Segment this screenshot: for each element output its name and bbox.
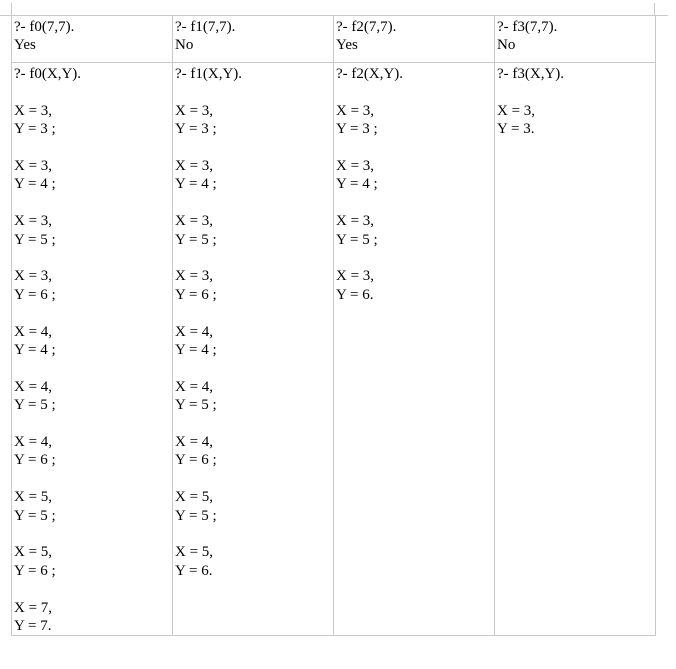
answer-x: X = 3, xyxy=(336,102,375,119)
ground-query-row: ?- f0(7,7). Yes ?- f1(7,7). No ?- f2(7,7… xyxy=(11,15,656,63)
answer-y: Y = 6 ; xyxy=(175,452,217,469)
blank-line xyxy=(175,304,331,322)
answer-x: X = 3, xyxy=(336,158,375,174)
blank-line xyxy=(14,304,170,322)
blank-line xyxy=(14,83,170,101)
blank-line xyxy=(175,139,331,157)
query-text: ?- f2(X,Y). xyxy=(336,66,404,82)
answer-x: X = 3, xyxy=(14,102,53,119)
answer-y: Y = 6 ; xyxy=(14,452,56,469)
answer-y: Y = 5 ; xyxy=(14,397,56,414)
table-cell[interactable]: ?- f3(7,7). No xyxy=(494,15,656,63)
answer-y: Y = 4 ; xyxy=(14,342,56,359)
query-text: ?- f0(7,7). xyxy=(14,19,75,35)
answer-y: Y = 5 ; xyxy=(14,507,56,524)
blank-line xyxy=(497,83,653,101)
answer-y: Y = 4 ; xyxy=(336,176,378,193)
table-cell[interactable]: ?- f3(X,Y). X = 3, Y = 3. xyxy=(494,61,656,637)
answer-x: X = 5, xyxy=(14,489,53,506)
answer-y: Y = 5 ; xyxy=(14,231,56,248)
answer-x: X = 3, xyxy=(336,268,375,285)
answer-y: Y = 3 ; xyxy=(175,121,217,138)
blank-line xyxy=(175,415,331,433)
answer-x: X = 3, xyxy=(14,268,53,285)
answer-y: Y = 4 ; xyxy=(175,342,217,359)
answer-x: X = 4, xyxy=(175,434,214,451)
answer-x: X = 4, xyxy=(175,378,214,395)
query-text: ?- f0(X,Y). xyxy=(14,66,82,82)
answer-x: X = 4, xyxy=(175,323,214,340)
table-cell[interactable]: ?- f1(X,Y). X = 3, Y = 3 ; X = 3, Y = 4 ; X =… xyxy=(172,61,334,637)
query-text: ?- f3(7,7). xyxy=(497,19,558,35)
answer-y: Y = 6. xyxy=(175,562,213,579)
answer-x: X = 3, xyxy=(175,213,214,230)
answer-x: X = 5, xyxy=(175,544,214,561)
answer-x: X = 4, xyxy=(14,434,53,451)
answer-y: Y = 4 ; xyxy=(14,176,56,193)
answer-y: Y = 6 ; xyxy=(14,562,56,579)
page-corner-mark xyxy=(11,3,12,15)
query-text: ?- f1(X,Y). xyxy=(175,66,243,82)
query-result: No xyxy=(175,37,194,54)
query-text: ?- f3(X,Y). xyxy=(497,66,565,82)
answer-x: X = 5, xyxy=(175,489,214,506)
blank-line xyxy=(14,194,170,212)
blank-line xyxy=(175,249,331,267)
answer-x: X = 4, xyxy=(14,378,53,395)
blank-line xyxy=(175,470,331,488)
answer-x: X = 3, xyxy=(175,102,214,119)
page-corner-mark xyxy=(654,15,668,16)
query-result: Yes xyxy=(336,37,358,54)
answer-x: X = 5, xyxy=(14,544,53,561)
table-cell[interactable]: ?- f2(7,7). Yes xyxy=(333,15,495,63)
blank-line xyxy=(336,139,492,157)
table-cell[interactable]: ?- f0(X,Y). X = 3, Y = 3 ; X = 3, Y = 4 ; X =… xyxy=(11,61,173,637)
blank-line xyxy=(14,359,170,377)
table-cell[interactable]: ?- f1(7,7). No xyxy=(172,15,334,63)
blank-line xyxy=(14,415,170,433)
answer-x: X = 3, xyxy=(175,158,214,174)
answer-y: Y = 7. xyxy=(14,618,52,635)
answer-y: Y = 5 ; xyxy=(175,231,217,248)
prolog-results-table: ?- f0(7,7). Yes ?- f1(7,7). No ?- f2(7,7… xyxy=(11,15,656,637)
answer-y: Y = 3. xyxy=(497,121,535,138)
blank-line xyxy=(14,525,170,543)
answer-y: Y = 6. xyxy=(336,286,374,303)
blank-line xyxy=(175,194,331,212)
answer-y: Y = 3 ; xyxy=(14,121,56,138)
blank-line xyxy=(14,249,170,267)
answer-x: X = 3, xyxy=(14,213,53,230)
blank-line xyxy=(336,249,492,267)
blank-line xyxy=(336,83,492,101)
answer-y: Y = 5 ; xyxy=(175,397,217,414)
answer-y: Y = 6 ; xyxy=(175,286,217,303)
query-text: ?- f2(7,7). xyxy=(336,19,397,35)
answer-x: X = 3, xyxy=(14,158,53,174)
table-cell[interactable]: ?- f2(X,Y). X = 3, Y = 3 ; X = 3, Y = 4 ; X =… xyxy=(333,61,495,637)
answer-y: Y = 3 ; xyxy=(336,121,378,138)
blank-line xyxy=(336,194,492,212)
blank-line xyxy=(14,139,170,157)
page-corner-mark xyxy=(0,15,12,16)
table-cell[interactable]: ?- f0(7,7). Yes xyxy=(11,15,173,63)
blank-line xyxy=(14,580,170,598)
answer-x: X = 4, xyxy=(14,323,53,340)
answer-y: Y = 6 ; xyxy=(14,286,56,303)
query-text: ?- f1(7,7). xyxy=(175,19,236,35)
query-result: No xyxy=(497,37,516,54)
answer-y: Y = 4 ; xyxy=(175,176,217,193)
blank-line xyxy=(175,83,331,101)
query-result: Yes xyxy=(14,37,36,54)
variable-query-row: ?- f0(X,Y). X = 3, Y = 3 ; X = 3, Y = 4 ; X =… xyxy=(11,61,656,637)
answer-y: Y = 5 ; xyxy=(175,507,217,524)
blank-line xyxy=(14,470,170,488)
answer-x: X = 3, xyxy=(336,213,375,230)
answer-x: X = 3, xyxy=(497,102,536,119)
answer-x: X = 7, xyxy=(14,599,53,616)
page-corner-mark xyxy=(654,3,655,15)
blank-line xyxy=(175,525,331,543)
answer-x: X = 3, xyxy=(175,268,214,285)
blank-line xyxy=(175,359,331,377)
answer-y: Y = 5 ; xyxy=(336,231,378,248)
